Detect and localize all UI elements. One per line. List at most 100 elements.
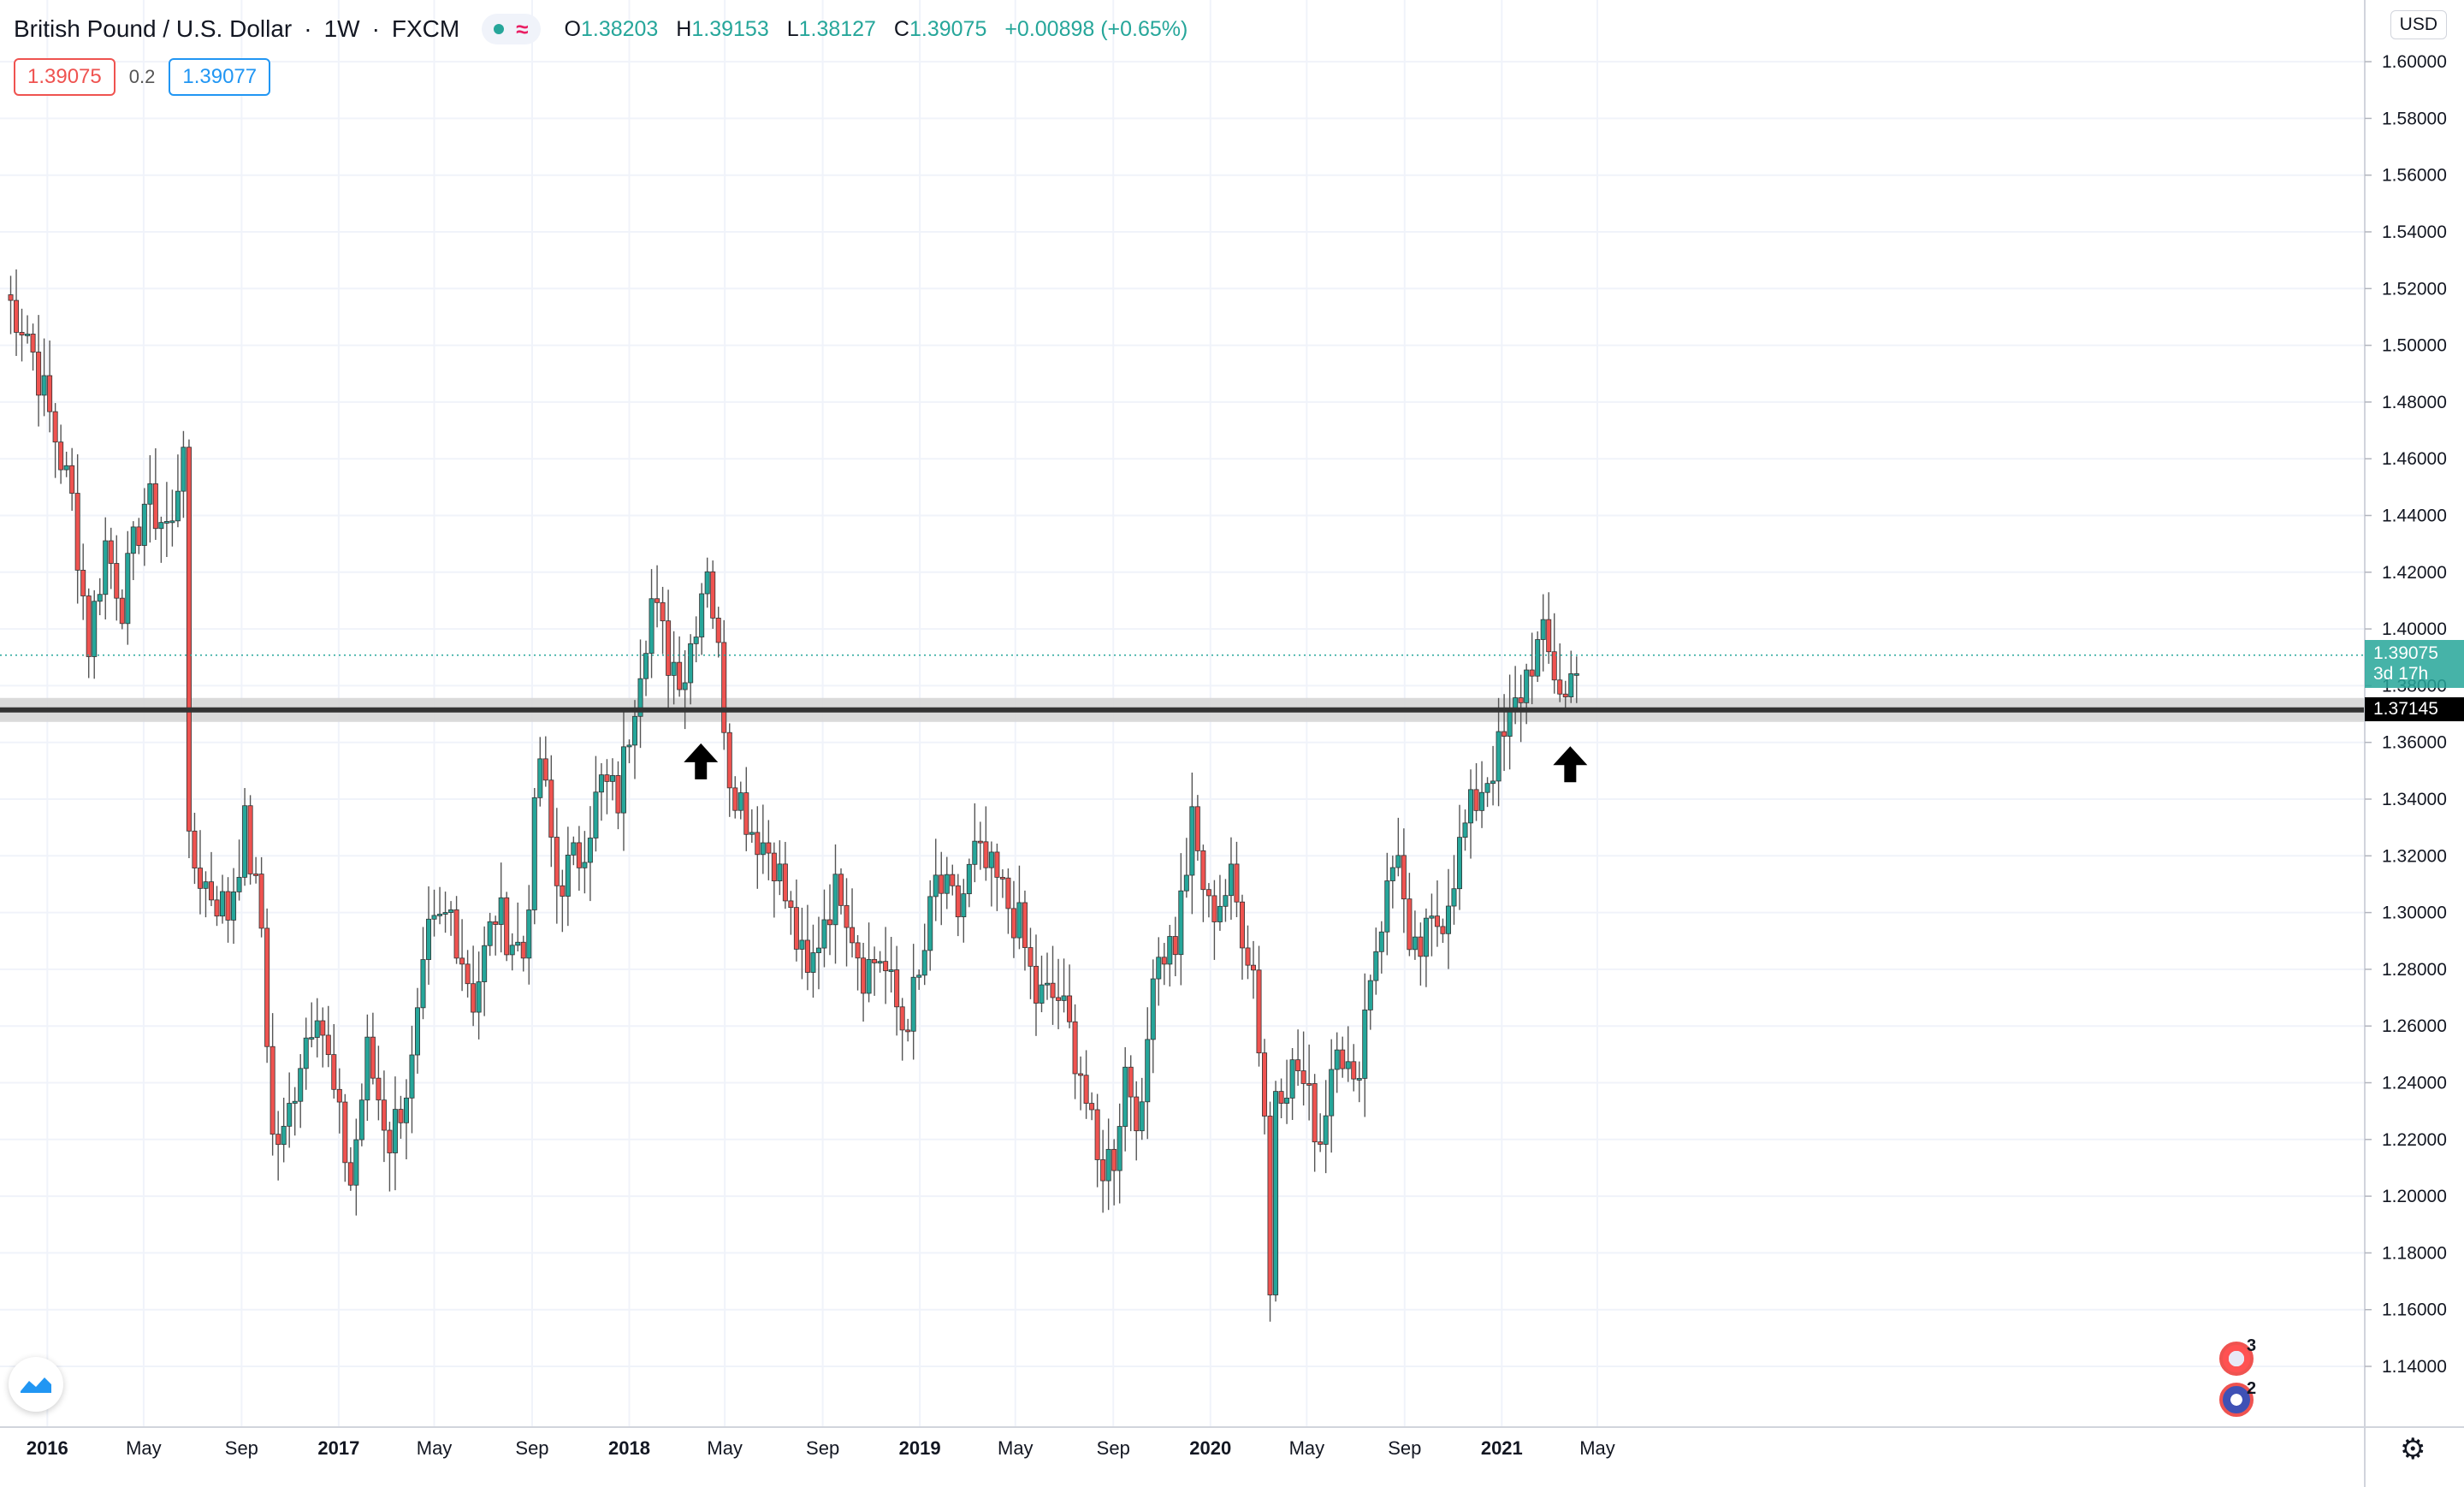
time-tick-label: May bbox=[707, 1437, 743, 1459]
candle-up bbox=[509, 945, 515, 956]
time-tick-label: May bbox=[417, 1437, 453, 1459]
candle-up bbox=[1345, 1061, 1351, 1069]
candle-up bbox=[699, 593, 705, 637]
candle-up bbox=[1284, 1098, 1290, 1104]
candle-up bbox=[526, 909, 532, 959]
candle-down bbox=[1056, 997, 1062, 1001]
candle-down bbox=[36, 352, 42, 396]
candle-down bbox=[1072, 1021, 1078, 1075]
candle-up bbox=[877, 961, 883, 964]
candle-up bbox=[888, 969, 894, 972]
candle-up bbox=[1524, 669, 1530, 703]
candle-down bbox=[381, 1099, 387, 1131]
candle-up bbox=[832, 874, 838, 926]
candle-up bbox=[130, 526, 136, 554]
exchange-label: FXCM bbox=[391, 15, 460, 42]
gb-event-count: 2 bbox=[2247, 1379, 2257, 1398]
candle-up bbox=[1490, 780, 1496, 785]
arrow-up-icon bbox=[1553, 746, 1588, 783]
price-tick-label: 1.32000 bbox=[2382, 846, 2447, 866]
candle-down bbox=[905, 1029, 911, 1033]
candle-down bbox=[826, 919, 832, 926]
candle-down bbox=[504, 897, 510, 956]
buy-price-button[interactable]: 1.39077 bbox=[169, 58, 271, 96]
candle-down bbox=[732, 787, 738, 811]
candle-down bbox=[1562, 693, 1568, 698]
price-tick-label: 1.60000 bbox=[2382, 52, 2447, 72]
candle-up bbox=[916, 975, 922, 978]
candle-down bbox=[1245, 947, 1251, 966]
candle-down bbox=[19, 332, 25, 335]
candle-up bbox=[643, 653, 649, 679]
candle-up bbox=[704, 571, 710, 595]
candle-up bbox=[158, 522, 164, 530]
candle-up bbox=[1289, 1059, 1295, 1099]
time-tick-label: May bbox=[1579, 1437, 1615, 1459]
candle-down bbox=[152, 483, 158, 530]
current-price-value: 1.39075 bbox=[2373, 643, 2438, 663]
candle-up bbox=[169, 520, 175, 524]
candle-down bbox=[1518, 697, 1524, 703]
candle-down bbox=[576, 842, 582, 868]
candle-up bbox=[866, 958, 872, 994]
symbol-name[interactable]: British Pound / U.S. Dollar bbox=[14, 15, 293, 42]
candle-down bbox=[771, 852, 777, 882]
market-open-icon bbox=[494, 24, 505, 34]
time-tick-label: 2019 bbox=[899, 1437, 941, 1459]
candle-up bbox=[649, 598, 654, 655]
candle-down bbox=[342, 1101, 348, 1164]
candle-down bbox=[1050, 982, 1056, 998]
candle-up bbox=[571, 842, 577, 856]
candle-down bbox=[69, 465, 75, 494]
candle-down bbox=[1033, 965, 1039, 1004]
candle-down bbox=[1278, 1091, 1284, 1104]
gear-icon[interactable]: ⚙ bbox=[2400, 1433, 2426, 1466]
candle-down bbox=[253, 874, 259, 876]
candle-up bbox=[1150, 978, 1156, 1040]
market-status-pill[interactable]: ≈ bbox=[482, 14, 541, 44]
candle-down bbox=[453, 909, 459, 959]
price-tick-label: 1.26000 bbox=[2382, 1016, 2447, 1036]
time-tick-label: May bbox=[998, 1437, 1034, 1459]
candle-up bbox=[287, 1103, 293, 1127]
sell-price-button[interactable]: 1.39075 bbox=[14, 58, 116, 96]
candle-up bbox=[1445, 905, 1451, 934]
candle-down bbox=[1529, 669, 1535, 677]
candle-up bbox=[1479, 791, 1485, 811]
candle-down bbox=[258, 874, 264, 929]
candle-down bbox=[726, 732, 732, 789]
candle-down bbox=[108, 540, 114, 564]
interval-label[interactable]: 1W bbox=[323, 15, 360, 42]
us-flag-icon[interactable] bbox=[2219, 1342, 2254, 1376]
high-value: 1.39153 bbox=[691, 16, 769, 41]
level-price-tag: 1.37145 bbox=[2365, 697, 2464, 721]
candle-up bbox=[125, 553, 131, 625]
candle-down bbox=[376, 1077, 382, 1101]
candles-layer bbox=[8, 269, 1579, 1322]
candle-up bbox=[1016, 902, 1022, 939]
tradingview-logo-icon[interactable] bbox=[9, 1357, 63, 1412]
us-event-count: 3 bbox=[2247, 1336, 2257, 1355]
legend-separator: · bbox=[371, 15, 380, 42]
price-tick-label: 1.44000 bbox=[2382, 507, 2447, 526]
candle-up bbox=[426, 918, 432, 960]
candle-up bbox=[1412, 936, 1418, 951]
candle-down bbox=[520, 941, 526, 959]
annotation-arrows bbox=[684, 743, 1588, 783]
candle-down bbox=[208, 881, 214, 901]
gb-flag-icon[interactable] bbox=[2219, 1383, 2254, 1417]
candle-down bbox=[387, 1129, 393, 1153]
candle-down bbox=[1407, 898, 1413, 951]
candle-down bbox=[1094, 1109, 1100, 1160]
price-tick-label: 1.18000 bbox=[2382, 1243, 2447, 1263]
candle-down bbox=[1502, 731, 1507, 737]
candle-down bbox=[197, 868, 203, 889]
candle-down bbox=[715, 618, 721, 643]
candle-down bbox=[994, 851, 1000, 878]
candle-up bbox=[961, 893, 967, 918]
candle-down bbox=[80, 570, 86, 596]
currency-badge[interactable]: USD bbox=[2390, 10, 2447, 39]
candle-up bbox=[403, 1097, 409, 1123]
time-tick-label: 2018 bbox=[608, 1437, 650, 1459]
